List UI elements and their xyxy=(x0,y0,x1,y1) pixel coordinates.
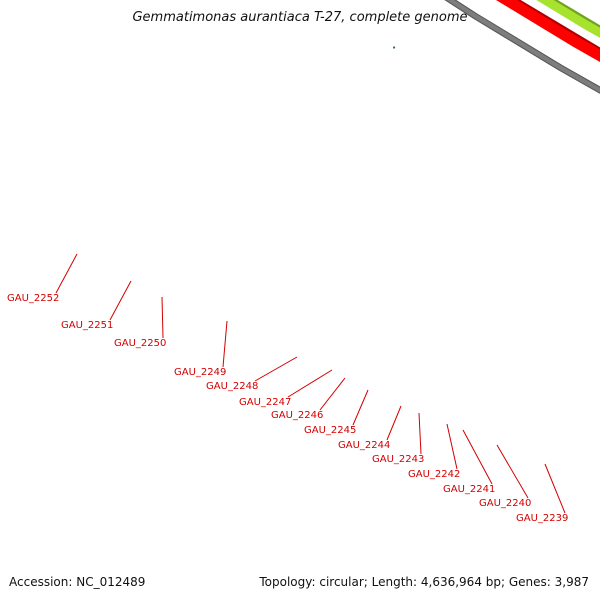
gene-label-leader xyxy=(109,280,132,321)
gene-label: GAU_2246 xyxy=(271,410,323,421)
gene-label: GAU_2249 xyxy=(174,367,226,378)
gene-label-leader xyxy=(352,389,369,426)
gene-block xyxy=(495,0,600,62)
gene-label-leader xyxy=(254,356,298,382)
gene-label-leader xyxy=(496,444,529,499)
gene-label-leader xyxy=(446,423,458,470)
gene-label-leader xyxy=(386,405,402,441)
gene-label-leader xyxy=(418,412,422,455)
gene-label: GAU_2244 xyxy=(338,440,390,451)
accession-text: Accession: NC_012489 xyxy=(9,575,146,589)
gene-label-leader xyxy=(462,429,493,485)
gene-label: GAU_2239 xyxy=(516,513,568,524)
gene-shadow xyxy=(499,0,600,60)
gene-label: GAU_2250 xyxy=(114,338,166,349)
gene-block xyxy=(536,0,600,38)
gene-label-leaders xyxy=(55,253,566,514)
backbone-line xyxy=(446,0,600,93)
gene-features xyxy=(495,0,600,62)
map-title: Gemmatimonas aurantiaca T-27, complete g… xyxy=(132,10,468,25)
gene-label-leader xyxy=(222,320,228,368)
gene-label: GAU_2242 xyxy=(408,469,460,480)
gene-label: GAU_2252 xyxy=(7,293,59,304)
gene-label: GAU_2251 xyxy=(61,320,113,331)
backbone-edge xyxy=(444,0,600,94)
gene-label: GAU_2243 xyxy=(372,454,424,465)
topology-text: Topology: circular; Length: 4,636,964 bp… xyxy=(259,575,589,589)
gene-label-leader xyxy=(55,253,78,294)
gene-label-leader xyxy=(319,377,346,411)
genome-backbone xyxy=(444,0,600,94)
gene-label: GAU_2247 xyxy=(239,397,291,408)
gene-label: GAU_2241 xyxy=(443,484,495,495)
outer-scale-ticks xyxy=(393,46,396,49)
gene-label: GAU_2240 xyxy=(479,498,531,509)
outer-scale-dot xyxy=(393,46,396,49)
gene-label-leader xyxy=(544,463,566,514)
gene-label-leader xyxy=(161,296,164,339)
gene-label: GAU_2248 xyxy=(206,381,258,392)
gene-label-leader xyxy=(287,369,333,398)
gene-shadow xyxy=(540,0,600,36)
gene-label: GAU_2245 xyxy=(304,425,356,436)
